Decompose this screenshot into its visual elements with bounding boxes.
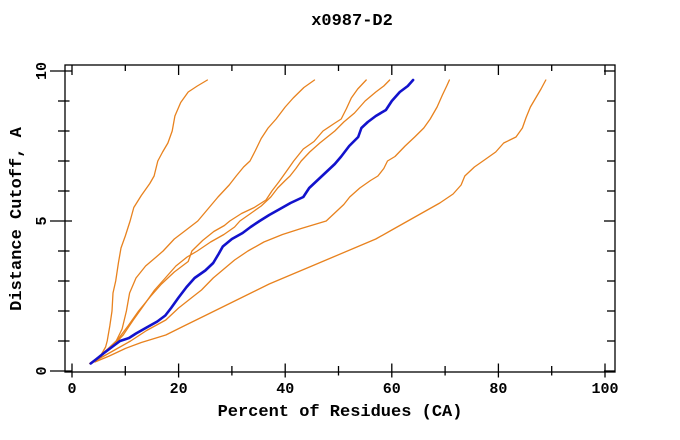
curve-model-a [88, 79, 209, 365]
chart-title: x0987-D2 [311, 12, 393, 31]
y-tick-label: 10 [34, 62, 51, 80]
curve-model-d [93, 79, 391, 362]
y-tick-label: 5 [34, 216, 51, 225]
x-tick-label: 60 [383, 381, 401, 398]
x-tick-label: 100 [591, 381, 618, 398]
plot-frame [64, 64, 616, 373]
y-axis-label: Distance Cutoff, A [8, 126, 27, 310]
axis-ticks [50, 65, 615, 378]
curve-model-f [94, 79, 547, 363]
curve-model-b [91, 79, 316, 363]
model-curves [88, 78, 547, 365]
x-tick-label: 20 [170, 381, 188, 398]
x-axis-label: Percent of Residues (CA) [218, 403, 463, 422]
x-tick-label: 80 [489, 381, 507, 398]
curve-model-e [92, 79, 451, 363]
x-tick-label: 40 [276, 381, 294, 398]
curve-model-c [92, 79, 367, 363]
y-tick-label: 0 [34, 366, 51, 375]
x-tick-label: 0 [67, 381, 76, 398]
curve-model-highlight [89, 78, 415, 365]
axis-tick-labels: 0 20 40 60 80 100 0 5 10 [34, 62, 619, 398]
